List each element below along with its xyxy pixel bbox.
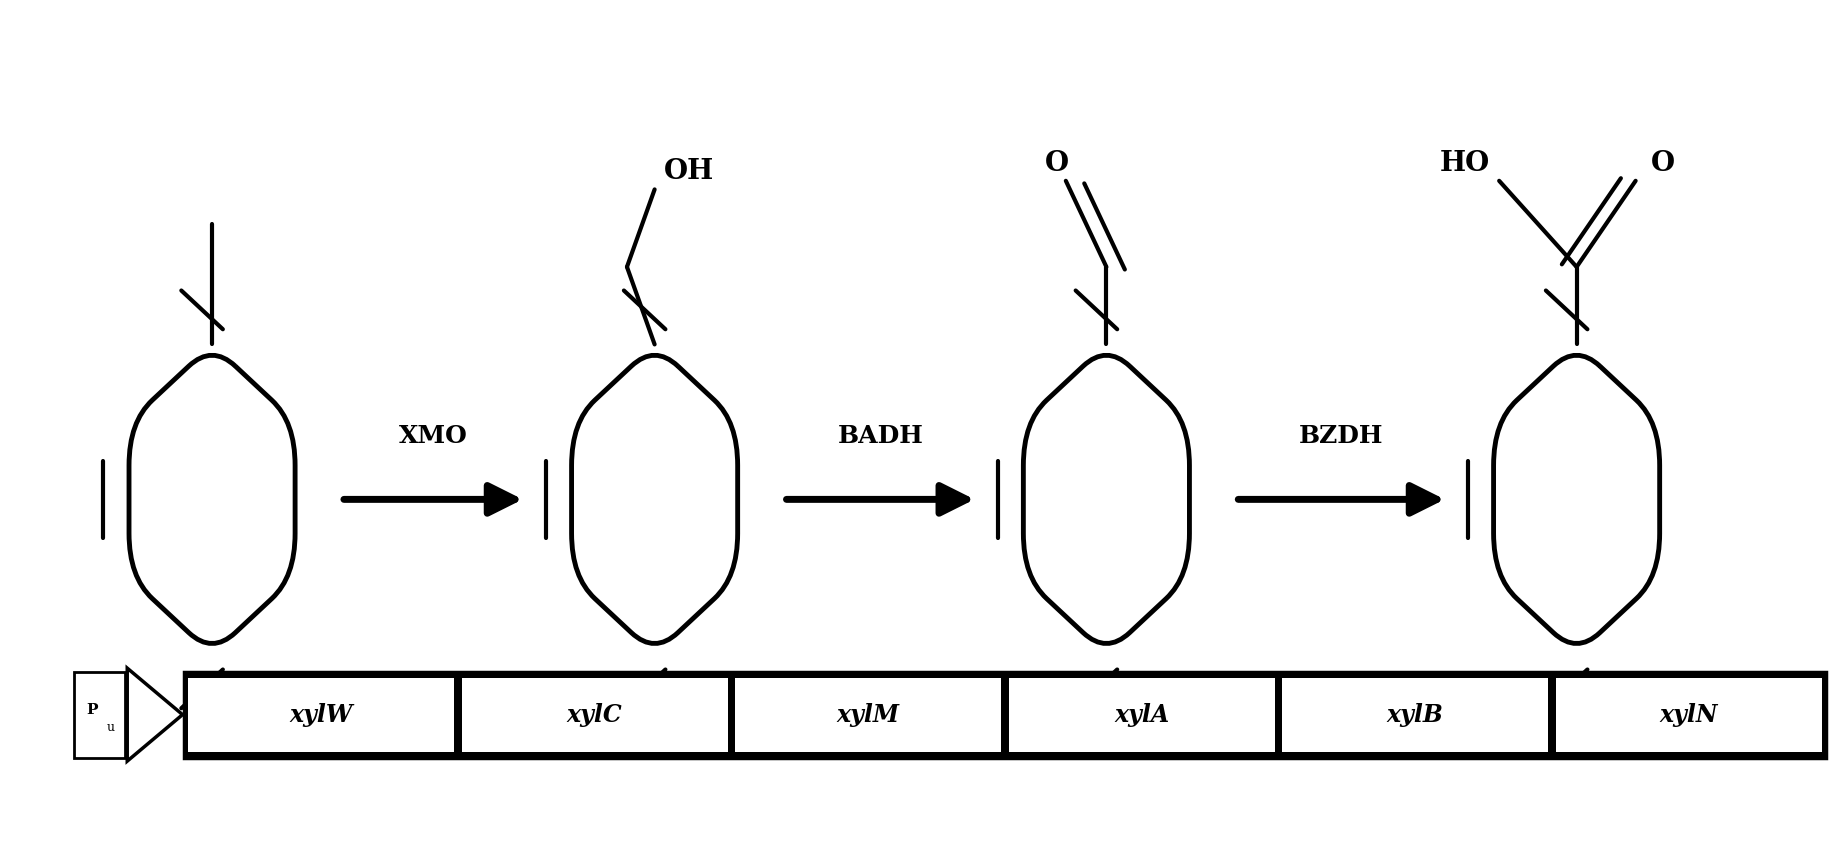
Text: xylB: xylB [1387,703,1444,727]
Text: OH: OH [664,158,714,185]
FancyBboxPatch shape [1556,678,1822,752]
Text: O: O [1044,150,1070,177]
Text: BZDH: BZDH [1300,424,1383,448]
Text: xylW: xylW [290,703,352,727]
FancyBboxPatch shape [461,678,728,752]
FancyBboxPatch shape [736,678,1001,752]
FancyBboxPatch shape [1282,678,1549,752]
FancyBboxPatch shape [188,678,454,752]
Text: xylC: xylC [566,703,623,727]
Text: BADH: BADH [837,424,924,448]
Text: xylM: xylM [837,703,900,727]
Polygon shape [127,668,183,761]
Text: HO: HO [1440,150,1490,177]
FancyBboxPatch shape [1009,678,1274,752]
FancyBboxPatch shape [74,672,125,758]
Text: O: O [1650,150,1674,177]
Text: xylA: xylA [1114,703,1169,727]
Text: P: P [87,703,98,717]
Text: XMO: XMO [398,424,468,448]
Text: xylN: xylN [1660,703,1719,727]
FancyBboxPatch shape [184,672,1826,758]
Text: u: u [107,721,114,734]
